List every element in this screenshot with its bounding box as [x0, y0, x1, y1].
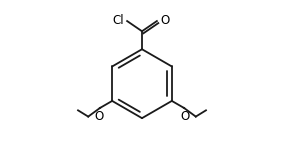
Text: O: O	[180, 110, 189, 123]
Text: Cl: Cl	[112, 14, 124, 27]
Text: O: O	[160, 14, 169, 27]
Text: O: O	[95, 110, 104, 123]
